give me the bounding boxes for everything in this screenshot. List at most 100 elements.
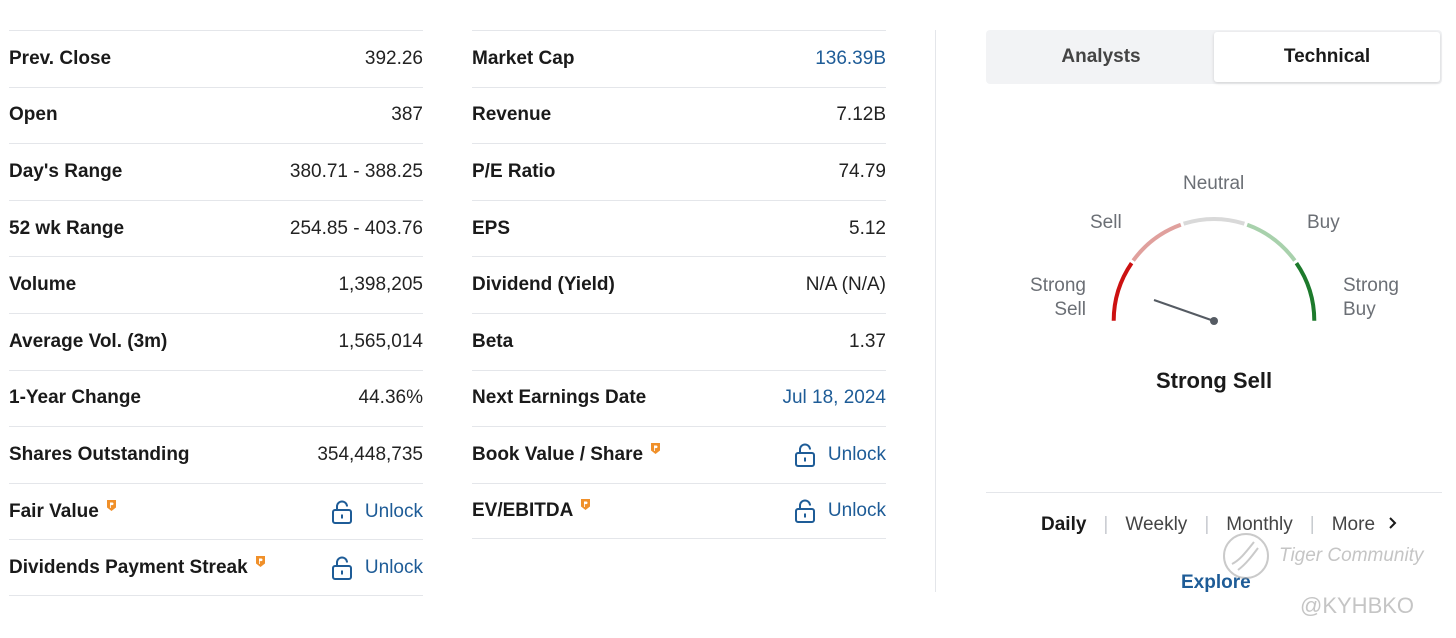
gauge-label-sell: Sell (1090, 212, 1122, 233)
watermark-brand: Tiger Community (1279, 545, 1424, 566)
lock-icon (794, 499, 815, 524)
stats-table-middle: Market Cap 136.39B Revenue 7.12B P/E Rat… (472, 30, 886, 540)
gauge-label-neutral: Neutral (1183, 173, 1245, 194)
gauge-label-line: Strong (1030, 275, 1086, 296)
row-value: 254.85 - 403.76 (289, 217, 423, 239)
gauge-segment-strong-buy (1294, 261, 1317, 321)
earnings-date-link[interactable]: Jul 18, 2024 (782, 387, 886, 409)
period-more-label: More (1331, 514, 1376, 535)
table-row: P/E Ratio 74.79 (472, 143, 886, 200)
period-monthly[interactable]: Monthly (1226, 514, 1293, 535)
row-value: 1.37 (849, 330, 886, 352)
period-separator: | (1204, 514, 1210, 535)
table-row: Prev. Close 392.26 (9, 30, 423, 87)
tiger-community-logo-icon (1223, 533, 1269, 579)
tab-analysts[interactable]: Analysts (1061, 46, 1141, 67)
ev-ebitda-unlock-button[interactable]: Unlock (794, 499, 886, 524)
book-value-unlock-button[interactable]: Unlock (794, 443, 886, 467)
table-row: Book Value / Share Unlock (472, 426, 886, 483)
lock-icon (331, 556, 352, 580)
pro-badge-icon (581, 499, 591, 511)
row-value: 354,448,735 (317, 443, 423, 465)
row-label: 1-Year Change (9, 387, 141, 409)
row-value: 1,398,205 (338, 274, 423, 296)
gauge-segment-neutral (1183, 217, 1245, 226)
lock-icon (794, 443, 815, 467)
unlock-label: Unlock (364, 556, 423, 578)
gauge-label-line: Strong (1343, 275, 1399, 296)
table-row: Volume 1,398,205 (9, 256, 423, 313)
gauge-segment-sell (1131, 222, 1182, 262)
row-label-text: Book Value / Share (472, 443, 644, 465)
pro-badge-icon (651, 442, 661, 454)
fair-value-unlock-button[interactable]: Unlock (331, 500, 423, 524)
row-label: Fair Value (9, 499, 117, 523)
gauge-label-strong-sell: Strong Sell (1029, 274, 1086, 322)
row-label: Dividends Payment Streak (9, 555, 266, 579)
gauge-segment-buy (1246, 222, 1297, 262)
lock-icon (331, 500, 352, 524)
row-label: Prev. Close (9, 47, 112, 69)
row-label: Shares Outstanding (9, 443, 190, 465)
row-label: Volume (9, 274, 77, 296)
row-label: EPS (472, 217, 511, 239)
table-row: EV/EBITDA Unlock (472, 482, 886, 540)
gauge-needle-pivot (1210, 317, 1218, 325)
gauge-segment-strong-sell (1111, 261, 1134, 321)
row-label: 52 wk Range (9, 217, 125, 239)
period-separator: | (1309, 514, 1315, 535)
period-weekly[interactable]: Weekly (1125, 514, 1188, 535)
gauge-label-line: Sell (1054, 299, 1086, 320)
table-row: Dividends Payment Streak Unlock (9, 539, 423, 596)
row-label: Day's Range (9, 160, 123, 182)
row-value: 74.79 (838, 160, 886, 182)
table-row: Next Earnings Date Jul 18, 2024 (472, 369, 886, 427)
row-label: Average Vol. (3m) (9, 330, 168, 352)
row-label: Beta (472, 330, 514, 352)
row-label-text: Dividends Payment Streak (9, 556, 248, 578)
table-row: Shares Outstanding 354,448,735 (9, 426, 423, 483)
gauge-dial (1111, 217, 1317, 325)
gauge-verdict: Strong Sell (1155, 368, 1273, 393)
table-row: 52 wk Range 254.85 - 403.76 (9, 199, 423, 257)
table-row: Market Cap 136.39B (472, 30, 886, 87)
period-more-button[interactable]: More (1332, 514, 1399, 536)
unlock-label: Unlock (827, 443, 886, 465)
dividends-streak-unlock-button[interactable]: Unlock (331, 556, 423, 580)
row-label: Revenue (472, 104, 552, 126)
market-cap-link[interactable]: 136.39B (815, 47, 886, 69)
table-row: Open 387 (9, 86, 423, 144)
gauge-label-line: Buy (1343, 299, 1376, 320)
period-daily[interactable]: Daily (1041, 514, 1087, 535)
section-divider (986, 492, 1442, 493)
rating-tabs: Analysts Technical (986, 30, 1442, 84)
row-value: 1,565,014 (338, 330, 423, 352)
row-value: 7.12B (836, 104, 886, 126)
row-label: P/E Ratio (472, 160, 556, 182)
table-row: Revenue 7.12B (472, 86, 886, 144)
row-label: Next Earnings Date (472, 387, 647, 409)
column-divider (935, 30, 936, 592)
row-value: 392.26 (364, 47, 423, 69)
table-row: 1-Year Change 44.36% (9, 369, 423, 427)
table-row: Beta 1.37 (472, 312, 886, 370)
unlock-label: Unlock (827, 500, 886, 522)
period-separator: | (1103, 514, 1109, 535)
gauge-label-strong-buy: Strong Buy (1343, 274, 1399, 322)
gauge-needle (1153, 299, 1215, 322)
table-row: EPS 5.12 (472, 199, 886, 257)
table-row: Day's Range 380.71 - 388.25 (9, 143, 423, 200)
row-label: Book Value / Share (472, 442, 661, 466)
row-label: Dividend (Yield) (472, 274, 615, 296)
row-value: 5.12 (849, 217, 886, 239)
table-row: Fair Value Unlock (9, 482, 423, 540)
tab-technical[interactable]: Technical (1214, 32, 1440, 82)
period-selector: Daily | Weekly | Monthly | More (1041, 514, 1398, 536)
row-label-text: Fair Value (9, 500, 99, 522)
pro-badge-icon (255, 555, 265, 567)
chevron-right-icon (1389, 517, 1397, 529)
explore-link[interactable]: Explore (1181, 572, 1251, 593)
row-label: Open (9, 104, 58, 126)
row-label: EV/EBITDA (472, 499, 591, 522)
watermark-handle: @KYHBKO (1300, 593, 1415, 618)
